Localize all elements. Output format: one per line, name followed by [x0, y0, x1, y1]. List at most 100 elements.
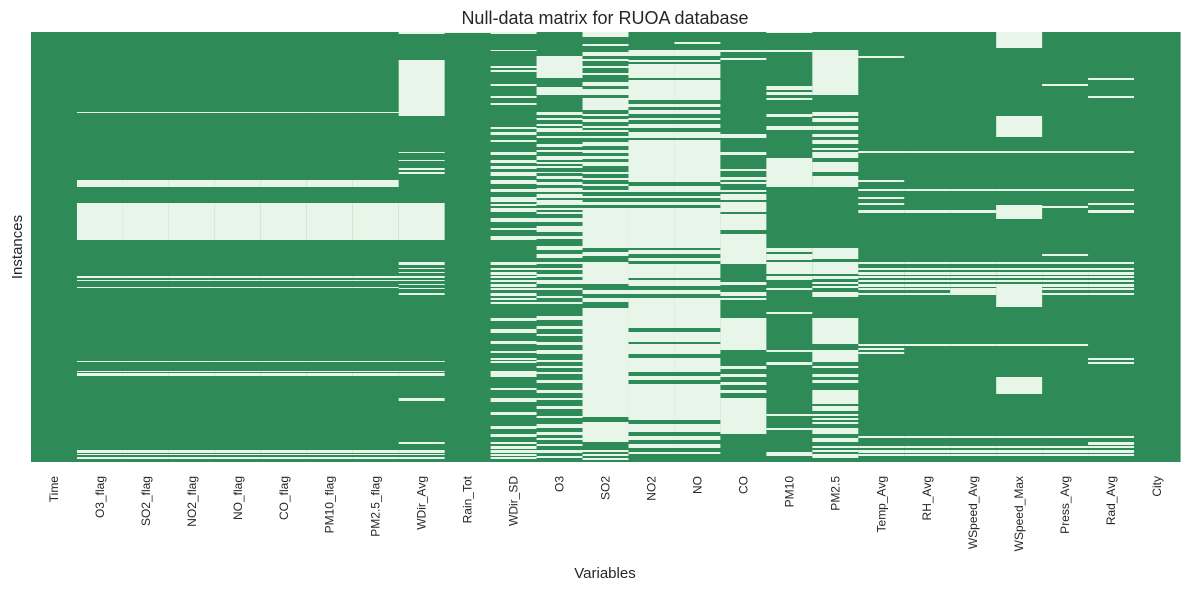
missing-segment [260, 276, 308, 278]
missing-segment [536, 182, 584, 185]
missing-segment [490, 276, 538, 278]
missing-segment [720, 169, 767, 171]
missing-segment [950, 189, 997, 191]
missing-segment [628, 376, 676, 380]
missing-segment [812, 162, 859, 172]
missing-segment [536, 262, 584, 264]
missing-segment [490, 426, 538, 429]
missing-segment [536, 398, 584, 400]
x-tick-label: Temp_Avg [874, 476, 888, 532]
missing-segment [122, 203, 170, 240]
missing-segment [858, 284, 905, 287]
missing-segment [766, 158, 813, 187]
missing-segment [214, 180, 262, 187]
missing-segment [628, 250, 676, 254]
missing-segment [812, 318, 859, 344]
missing-segment [1088, 272, 1135, 275]
missing-segment [536, 424, 584, 428]
missing-segment [674, 280, 721, 286]
missing-segment [122, 180, 170, 187]
missing-segment [720, 382, 767, 385]
missing-segment [904, 151, 951, 153]
missing-segment [536, 118, 584, 120]
missing-segment [536, 188, 584, 192]
x-tick-label: PM2.5 [828, 476, 842, 511]
x-tick-label: SO2_flag [139, 476, 153, 526]
missing-segment [168, 276, 216, 278]
missing-segment [490, 172, 538, 176]
missing-segment [352, 276, 400, 278]
missing-segment [720, 292, 767, 296]
missing-segment [536, 372, 584, 374]
missing-segment [582, 156, 630, 159]
missing-segment [260, 280, 308, 281]
heatmap-column-Press_Avg [1042, 32, 1089, 462]
missing-segment [904, 454, 951, 456]
x-tick-label: O3 [553, 476, 567, 492]
missing-segment [398, 288, 446, 289]
missing-segment [1042, 262, 1089, 264]
missing-segment [490, 272, 538, 275]
missing-segment [398, 172, 446, 174]
missing-segment [674, 290, 721, 294]
missing-segment [536, 162, 584, 164]
missing-segment [812, 176, 859, 187]
x-tick-label: NO2 [644, 476, 658, 501]
missing-segment [720, 366, 767, 369]
missing-segment [766, 262, 813, 274]
missing-segment [168, 457, 216, 459]
missing-segment [858, 293, 905, 295]
missing-segment [996, 151, 1043, 153]
missing-segment [306, 454, 354, 455]
missing-segment [720, 298, 767, 300]
missing-segment [214, 112, 262, 113]
missing-segment [1042, 84, 1089, 86]
y-axis-label: Instances [9, 215, 26, 279]
missing-segment [582, 142, 630, 146]
missing-segment [398, 272, 446, 273]
missing-segment [674, 376, 721, 380]
missing-segment [1088, 446, 1135, 448]
heatmap-column-SO2_flag [122, 32, 170, 462]
missing-segment [812, 418, 859, 420]
missing-segment [720, 234, 767, 264]
missing-segment [536, 288, 584, 290]
missing-segment [260, 180, 308, 187]
x-tick-label: NO_flag [231, 476, 245, 520]
missing-segment [996, 32, 1043, 48]
missing-segment [1042, 450, 1089, 453]
missing-segment [582, 130, 630, 132]
missing-segment [306, 180, 354, 187]
missing-segment [904, 284, 951, 287]
missing-segment [490, 388, 538, 390]
missing-segment [490, 180, 538, 184]
missing-segment [1042, 276, 1089, 278]
missing-segment [582, 172, 630, 174]
missing-segment [76, 280, 124, 281]
missing-segment [720, 134, 767, 138]
missing-segment [812, 248, 859, 259]
heatmap-column-NO2_flag [168, 32, 216, 462]
missing-segment [490, 412, 538, 415]
missing-segment [490, 50, 538, 51]
missing-segment [122, 287, 170, 288]
missing-segment [536, 296, 584, 298]
missing-segment [536, 280, 584, 284]
missing-segment [720, 50, 767, 52]
missing-segment [76, 203, 124, 240]
x-tick-label: RH_Avg [920, 476, 934, 520]
heatmap-column-WSpeed_Avg [950, 32, 997, 462]
x-axis-label: Variables [574, 565, 635, 582]
missing-segment [996, 377, 1043, 394]
x-tick-label: CO_flag [277, 476, 291, 520]
missing-segment [536, 208, 584, 210]
missing-segment [996, 268, 1043, 270]
missing-segment [168, 371, 216, 372]
missing-segment [536, 156, 584, 160]
missing-segment [582, 458, 630, 460]
missing-segment [536, 390, 584, 393]
missing-segment [260, 287, 308, 288]
heatmap-column-O3_flag [76, 32, 124, 462]
missing-segment [76, 180, 124, 187]
missing-segment [122, 112, 170, 113]
